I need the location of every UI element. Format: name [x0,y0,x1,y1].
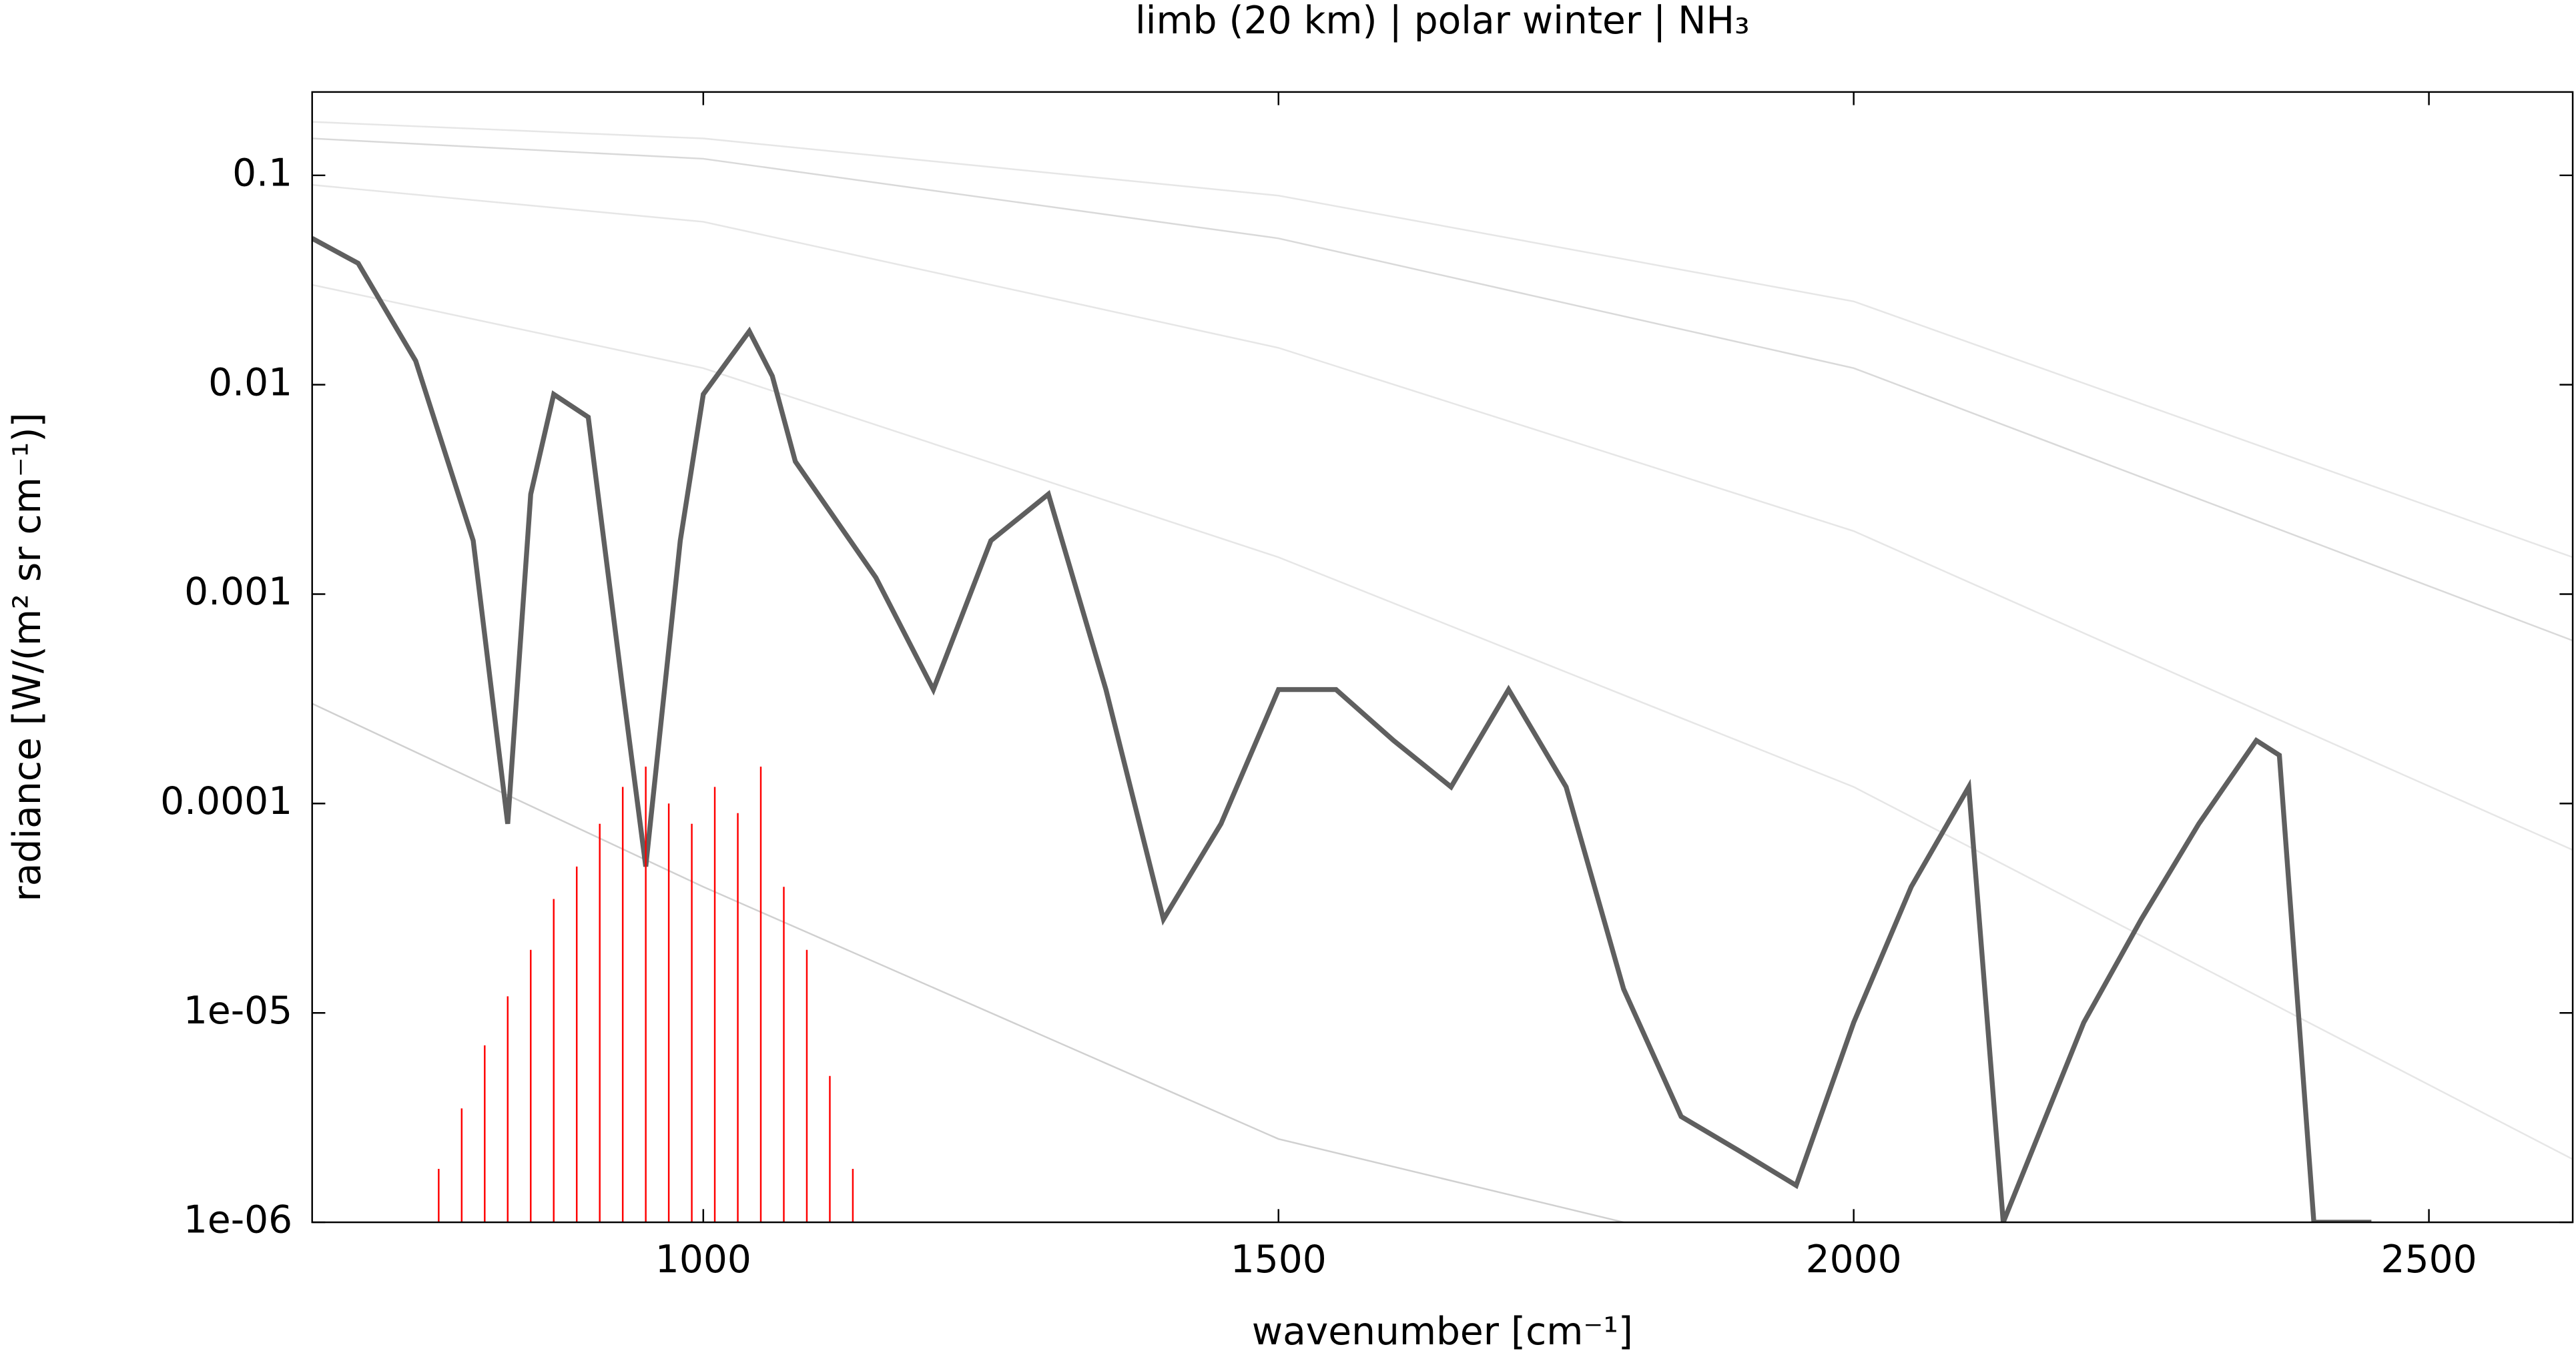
plot-frame [311,91,2574,1224]
x-tick-label: 2000 [1806,1238,1902,1282]
y-tick-label: 1e-05 [184,989,292,1033]
y-tick-label: 0.0001 [160,779,292,823]
x-tick-label: 1500 [1231,1238,1327,1282]
series-line [312,121,2573,558]
y-tick-label: 0.1 [232,151,292,195]
series-line [312,236,2372,1223]
y-axis-label: radiance [W/(m² sr cm⁻¹)] [5,412,49,901]
series-line [312,183,2573,851]
y-tick-label: 1e-06 [184,1198,292,1242]
series-line [312,137,2573,642]
y-tick-label: 0.001 [184,570,292,614]
x-tick-label: 2500 [2381,1238,2477,1282]
chart-title: limb (20 km) | polar winter | NH₃ [1135,0,1750,43]
x-tick-label: 1000 [655,1238,751,1282]
y-tick-label: 0.01 [208,360,292,404]
plot-area [312,121,2573,1223]
x-axis-label: wavenumber [cm⁻¹] [1252,1310,1633,1354]
series-line [312,284,2573,1160]
